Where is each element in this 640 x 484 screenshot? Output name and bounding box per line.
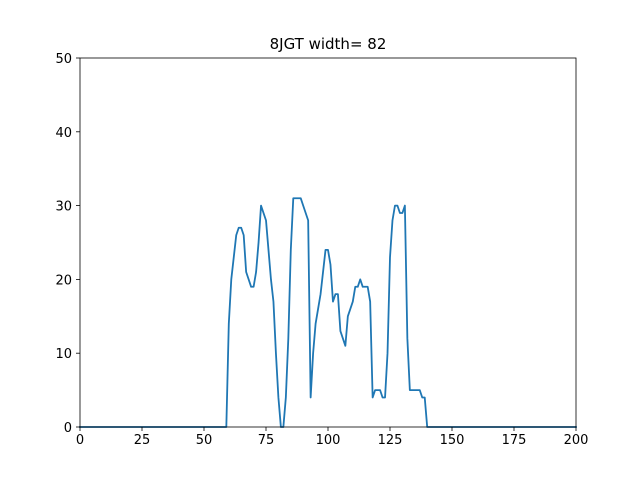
axes-frame [79,57,577,428]
chart-title: 8JGT width= 82 [270,35,387,53]
x-tick-label: 100 [316,433,341,448]
x-tick-label: 0 [76,433,84,448]
x-tick-label: 75 [258,433,275,448]
x-tick-label: 175 [502,433,527,448]
y-tick-label: 20 [55,273,72,288]
x-tick-label: 200 [564,433,589,448]
series-line-0 [79,197,577,428]
y-tick-label: 40 [55,126,72,141]
y-tick-label: 30 [55,200,72,215]
tick-layer: 0 25 50 75 100 125 150 175 200 0 10 20 30 40 50 [55,52,588,448]
y-tick-label: 0 [64,421,72,436]
x-tick-label: 25 [134,433,151,448]
y-tick-label: 10 [55,347,72,362]
x-tick-label: 50 [196,433,213,448]
y-tick-label: 50 [55,52,72,67]
series-layer [79,197,577,428]
x-tick-label: 125 [378,433,403,448]
plot-area [80,58,576,427]
x-tick-label: 150 [440,433,465,448]
